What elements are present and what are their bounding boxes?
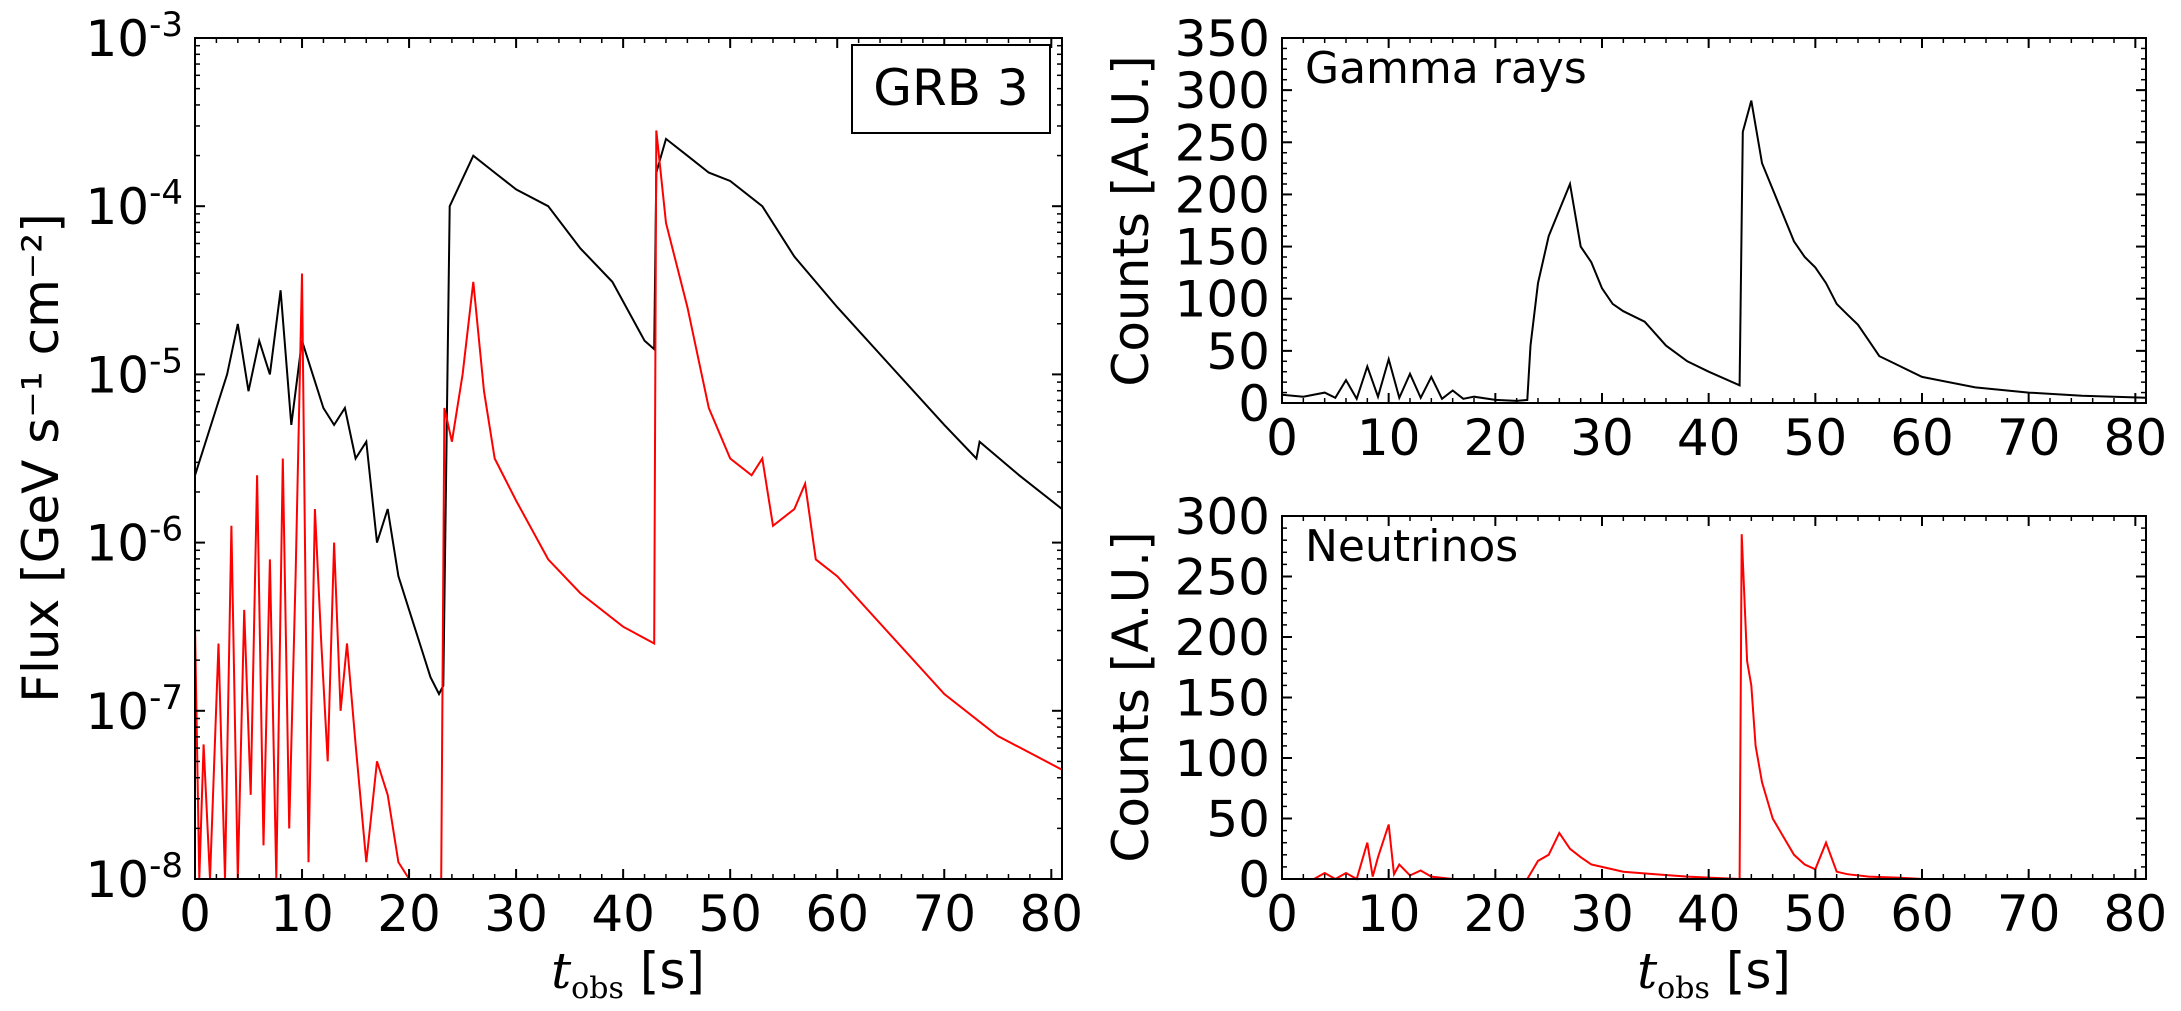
y-tick-label: 0 xyxy=(1238,375,1270,433)
flux-x-label-sub: obs xyxy=(571,971,624,1006)
flux-line-gamma-rays xyxy=(195,137,1062,697)
flux-line-neutrinos xyxy=(195,130,1062,879)
legend-text: GRB 3 xyxy=(873,59,1029,117)
x-tick-label: 50 xyxy=(698,885,762,943)
x-tick-label: 80 xyxy=(2104,409,2168,467)
neutrino-x-label-unit: [s] xyxy=(1726,942,1791,1000)
y-tick-label: 150 xyxy=(1175,670,1270,728)
flux-x-label-unit: [s] xyxy=(640,942,705,1000)
gamma-line-gamma-rays xyxy=(1281,100,2147,402)
y-tick-label: 10-7 xyxy=(85,678,183,741)
x-tick-label: 40 xyxy=(591,885,655,943)
flux-plot-frame xyxy=(194,37,1063,880)
y-tick-label: 200 xyxy=(1175,166,1270,224)
flux-ticks-group: 0 10 20 30 40 50 60 70 80 10-8 10-7 10-6 10-5 10-4 10-… xyxy=(85,5,1083,943)
x-tick-label: 60 xyxy=(1890,409,1954,467)
flux-panel: 0 10 20 30 40 50 60 70 80 10-8 10-7 10-6 10-5 10-4 10-… xyxy=(12,5,1083,1006)
x-tick-label: 80 xyxy=(2104,885,2168,943)
gamma-y-axis-label: Counts [A.U.] xyxy=(1102,55,1160,386)
y-tick-label: 10-8 xyxy=(85,846,183,909)
y-tick-label: 150 xyxy=(1175,219,1270,277)
flux-y-axis-label: Flux [GeV s⁻¹ cm⁻²] xyxy=(12,213,70,702)
y-tick-label: 200 xyxy=(1175,609,1270,667)
neutrino-x-label-sub: obs xyxy=(1657,971,1710,1006)
y-tick-label: 300 xyxy=(1175,488,1270,546)
x-tick-label: 10 xyxy=(270,885,334,943)
neutrino-series-group xyxy=(1282,534,2146,881)
y-tick-label: 100 xyxy=(1175,730,1270,788)
neutrino-line-neutrinos xyxy=(1282,534,2146,881)
x-tick-label: 30 xyxy=(484,885,548,943)
x-tick-label: 70 xyxy=(1997,885,2061,943)
x-tick-label: 20 xyxy=(1464,409,1528,467)
x-tick-label: 10 xyxy=(1357,409,1421,467)
neutrino-x-label-var: t xyxy=(1637,942,1658,1000)
x-tick-label: 80 xyxy=(1019,885,1083,943)
y-tick-label: 10-5 xyxy=(85,341,183,404)
neutrino-y-axis-label: Counts [A.U.] xyxy=(1102,531,1160,862)
y-tick-label: 300 xyxy=(1175,62,1270,120)
x-tick-label: 50 xyxy=(1784,409,1848,467)
gamma-panel-title: Gamma rays xyxy=(1305,43,1587,94)
x-tick-label: 0 xyxy=(1266,409,1298,467)
y-tick-label: 50 xyxy=(1206,791,1270,849)
y-tick-label: 250 xyxy=(1175,549,1270,607)
neutrino-panel-title: Neutrinos xyxy=(1305,521,1518,572)
x-tick-label: 70 xyxy=(1997,409,2061,467)
x-tick-label: 40 xyxy=(1677,885,1741,943)
x-tick-label: 20 xyxy=(377,885,441,943)
y-tick-label: 0 xyxy=(1238,851,1270,909)
y-tick-label: 250 xyxy=(1175,114,1270,172)
x-tick-label: 60 xyxy=(805,885,869,943)
x-tick-label: 30 xyxy=(1570,885,1634,943)
flux-series-group xyxy=(195,130,1062,879)
flux-x-axis-label: tobs [s] xyxy=(551,942,705,1006)
legend-box xyxy=(851,44,1051,134)
flux-x-label-var: t xyxy=(551,942,572,1000)
gamma-plot-frame xyxy=(1281,37,2147,404)
x-tick-label: 20 xyxy=(1464,885,1528,943)
y-tick-label: 50 xyxy=(1206,323,1270,381)
y-tick-label: 10-3 xyxy=(85,5,183,68)
y-tick-label: 10-6 xyxy=(85,510,183,573)
y-tick-label: 100 xyxy=(1175,271,1270,329)
x-tick-label: 40 xyxy=(1677,409,1741,467)
x-tick-label: 50 xyxy=(1784,885,1848,943)
gamma-series-group xyxy=(1281,100,2147,402)
neutrino-x-axis-label: tobs [s] xyxy=(1637,942,1791,1006)
x-tick-label: 0 xyxy=(1266,885,1298,943)
x-tick-label: 0 xyxy=(179,885,211,943)
flux-legend: GRB 3 xyxy=(851,44,1051,134)
x-tick-label: 70 xyxy=(912,885,976,943)
x-tick-label: 30 xyxy=(1570,409,1634,467)
x-tick-label: 60 xyxy=(1890,885,1954,943)
y-tick-label: 350 xyxy=(1175,10,1270,68)
y-tick-label: 10-4 xyxy=(85,173,183,236)
x-tick-label: 10 xyxy=(1357,885,1421,943)
